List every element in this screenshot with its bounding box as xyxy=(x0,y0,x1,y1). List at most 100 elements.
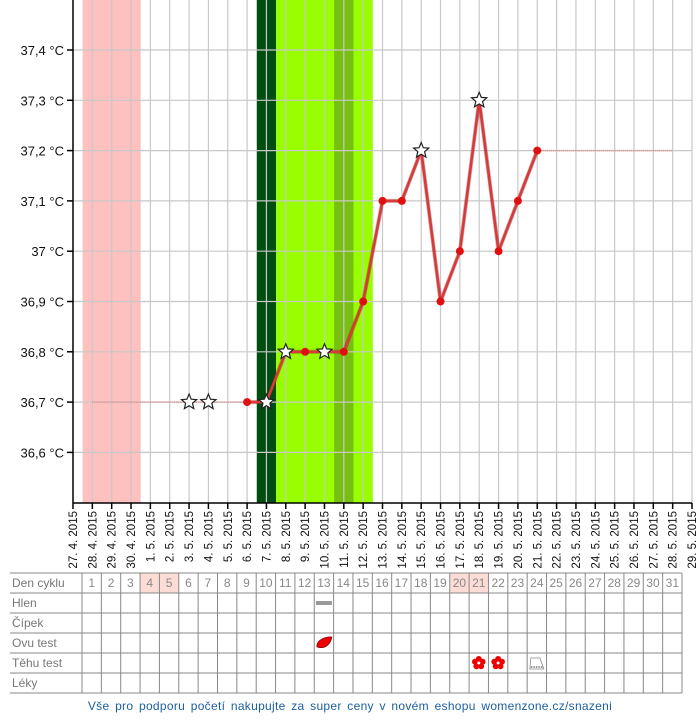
cycle-day-number: 6 xyxy=(185,576,192,590)
flower-center xyxy=(477,661,481,665)
table-row-label: Ovu test xyxy=(12,636,57,650)
highlight-day-cell xyxy=(469,573,489,593)
data-point xyxy=(301,347,310,356)
red-flower-icon xyxy=(471,656,486,670)
x-tick-label: 10. 5. 2015 xyxy=(319,511,331,569)
cycle-day-number: 4 xyxy=(146,576,153,590)
x-tick-label: 28. 4. 2015 xyxy=(87,511,99,569)
cycle-day-number: 8 xyxy=(224,576,231,590)
table-row-label: Den cyklu xyxy=(12,576,65,590)
data-point-star-marker xyxy=(276,342,295,360)
petal xyxy=(478,663,485,670)
data-point-star-marker xyxy=(315,342,334,360)
y-tick-label: 36,9 °C xyxy=(20,295,64,310)
drop-shape xyxy=(316,636,333,648)
data-point xyxy=(339,347,348,356)
cycle-day-number: 1 xyxy=(88,576,95,590)
data-point-star-marker xyxy=(180,392,199,410)
cycle-day-number: 26 xyxy=(569,576,583,590)
x-tick-label: 16. 5. 2015 xyxy=(436,511,448,569)
cycle-day-number: 11 xyxy=(279,576,292,590)
data-point xyxy=(359,297,368,306)
table-row-label: Hlen xyxy=(12,596,37,610)
x-tick-label: 1. 5. 2015 xyxy=(145,511,157,562)
x-tick-label: 20. 5. 2015 xyxy=(513,511,525,569)
petal xyxy=(471,658,478,665)
x-tick-label: 19. 5. 2015 xyxy=(494,511,506,569)
data-point-star-marker xyxy=(470,90,489,109)
cycle-day-number: 31 xyxy=(666,576,680,590)
y-tick-label: 36,6 °C xyxy=(20,445,64,460)
cycle-day-number: 24 xyxy=(530,576,544,590)
x-tick-label: 13. 5. 2015 xyxy=(378,511,390,569)
cycle-day-number: 28 xyxy=(608,576,622,590)
cycle-day-number: 7 xyxy=(204,576,211,590)
cycle-day-number: 25 xyxy=(550,576,564,590)
cycle-day-number: 19 xyxy=(433,576,447,590)
cycle-day-number: 29 xyxy=(627,576,641,590)
data-point xyxy=(494,247,503,256)
x-tick-label: 22. 5. 2015 xyxy=(552,511,564,569)
data-point xyxy=(513,196,522,205)
data-point xyxy=(397,196,406,205)
x-tick-label: 25. 5. 2015 xyxy=(610,511,622,569)
cycle-day-number: 21 xyxy=(472,576,486,590)
eshop-promo-link[interactable]: Vše pro podporu početí nakupujte za supe… xyxy=(87,699,613,713)
y-tick-label: 37,1 °C xyxy=(20,194,64,209)
red-flower-icon xyxy=(491,656,505,670)
data-point xyxy=(243,398,252,407)
y-tick-label: 37 °C xyxy=(31,244,64,259)
petal xyxy=(491,658,498,665)
x-tick-label: 15. 5. 2015 xyxy=(416,511,428,569)
x-tick-label: 26. 5. 2015 xyxy=(629,511,641,569)
highlight-day-cell xyxy=(449,573,470,593)
x-tick-label: 29. 5. 2015 xyxy=(687,511,699,569)
data-point xyxy=(436,297,445,306)
x-tick-label: 21. 5. 2015 xyxy=(532,511,544,569)
x-tick-label: 9. 5. 2015 xyxy=(300,511,312,562)
x-tick-label: 6. 5. 2015 xyxy=(242,511,254,562)
cycle-day-number: 9 xyxy=(243,576,250,590)
cycle-day-number: 14 xyxy=(337,576,351,590)
highlight-day-cell xyxy=(140,573,160,593)
cycle-day-number: 5 xyxy=(166,576,173,590)
x-tick-label: 7. 5. 2015 xyxy=(261,511,273,562)
data-point-star-marker xyxy=(412,141,431,159)
data-point-star-marker xyxy=(199,392,218,410)
table-row-label: Léky xyxy=(12,676,37,690)
cycle-day-number: 30 xyxy=(646,576,660,590)
cycle-day-number: 15 xyxy=(356,576,370,590)
flower-center xyxy=(496,661,500,665)
cycle-day-number: 23 xyxy=(511,576,525,590)
petal xyxy=(497,663,504,670)
red-drop-icon xyxy=(316,636,333,648)
x-tick-label: 29. 4. 2015 xyxy=(107,511,119,569)
cycle-day-number: 18 xyxy=(414,576,428,590)
cycle-day-number: 10 xyxy=(259,576,273,590)
x-tick-label: 11. 5. 2015 xyxy=(339,511,351,568)
cycle-day-number: 16 xyxy=(375,576,389,590)
y-tick-label: 37,4 °C xyxy=(20,43,64,58)
cycle-day-number: 22 xyxy=(491,576,505,590)
x-tick-label: 28. 5. 2015 xyxy=(668,511,680,569)
cycle-day-number: 17 xyxy=(395,576,409,590)
cycle-day-number: 27 xyxy=(588,576,602,590)
y-tick-label: 36,7 °C xyxy=(20,395,64,410)
y-tick-label: 37,2 °C xyxy=(20,144,64,159)
cycle-day-number: 13 xyxy=(317,576,331,590)
cycle-day-number: 12 xyxy=(298,576,312,590)
x-tick-label: 14. 5. 2015 xyxy=(397,511,409,569)
y-tick-label: 36,8 °C xyxy=(20,345,64,360)
highlight-day-cell xyxy=(159,573,179,593)
x-tick-label: 4. 5. 2015 xyxy=(203,511,215,562)
x-tick-label: 12. 5. 2015 xyxy=(358,511,370,569)
x-tick-label: 27. 4. 2015 xyxy=(68,511,80,569)
mucus-bar-shape xyxy=(315,601,332,605)
pregnancy-test-icon xyxy=(529,657,545,670)
test-shape xyxy=(529,657,545,670)
table-row-label: Čípek xyxy=(12,615,44,630)
cycle-day-number: 2 xyxy=(108,576,115,590)
x-tick-label: 27. 5. 2015 xyxy=(648,511,660,569)
cycle-day-number: 20 xyxy=(453,576,467,590)
x-tick-label: 17. 5. 2015 xyxy=(455,511,467,569)
